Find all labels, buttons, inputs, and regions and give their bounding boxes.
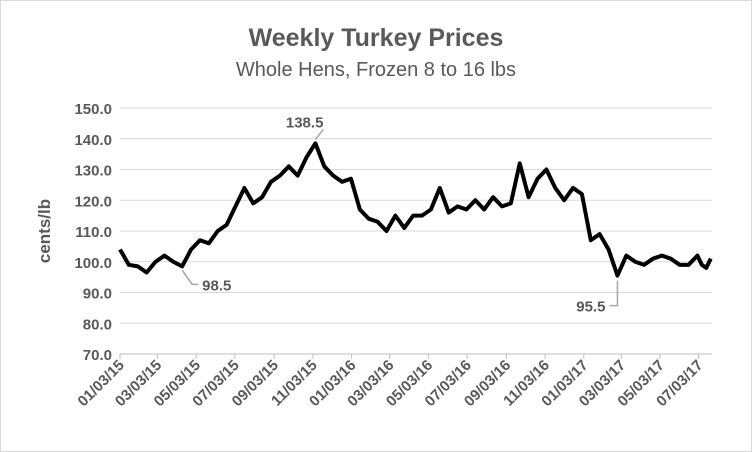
y-tick-label: 70.0 — [83, 347, 112, 364]
y-tick-label: 100.0 — [74, 255, 112, 272]
price-line — [118, 141, 713, 278]
y-tick-label: 150.0 — [74, 101, 112, 118]
annotation-leader — [609, 280, 619, 307]
annotation: 98.5 — [202, 277, 231, 294]
y-tick-label: 110.0 — [75, 224, 112, 241]
y-tick-label: 140.0 — [74, 132, 112, 149]
y-tick-label: 120.0 — [74, 193, 112, 210]
y-tick-label: 90.0 — [83, 286, 112, 303]
y-tick-label: 80.0 — [83, 316, 112, 333]
y-tick-label: 130.0 — [74, 163, 112, 180]
y-axis-label: cents/lb — [35, 199, 54, 263]
annotation: 95.5 — [576, 299, 605, 316]
chart-title: Weekly Turkey Prices — [249, 24, 504, 52]
annotation-leader — [314, 128, 325, 140]
annotation: 138.5 — [286, 114, 324, 131]
annotation-leader — [181, 269, 199, 286]
chart-subtitle: Whole Hens, Frozen 8 to 16 lbs — [236, 59, 516, 81]
